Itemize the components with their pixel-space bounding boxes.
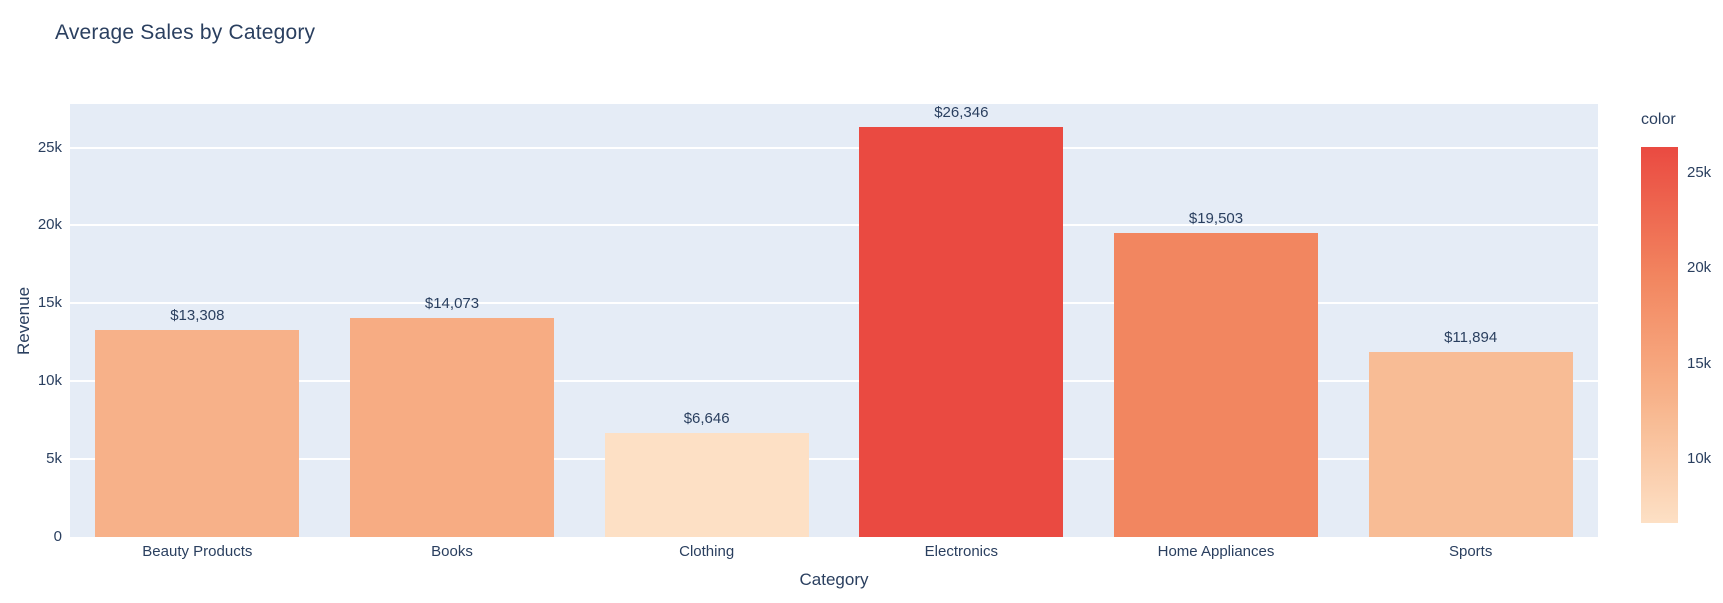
y-gridline-15k	[70, 302, 1598, 305]
bar-books[interactable]	[350, 317, 554, 537]
y-gridline-20k	[70, 224, 1598, 227]
bar-value-label-home-appliances: $19,503	[1188, 210, 1244, 228]
x-tick-label-sports: Sports	[1448, 543, 1493, 560]
plot-area[interactable]	[70, 104, 1598, 537]
colorbar-tick-label: 25k	[1687, 163, 1712, 181]
bar-beauty-products[interactable]	[95, 329, 300, 537]
colorbar-tick-label: 20k	[1687, 259, 1712, 277]
colorbar-title: color	[1641, 111, 1676, 128]
bar-value-label-clothing: $6,646	[683, 410, 730, 428]
y-tick-label: 20k	[37, 216, 62, 234]
x-tick-label-electronics: Electronics	[924, 543, 998, 560]
colorbar-tick-label: 10k	[1687, 449, 1712, 467]
bar-value-label-sports: $11,894	[1444, 328, 1498, 346]
chart-title: Average Sales by Category	[55, 21, 316, 44]
colorbar-gradient[interactable]	[1641, 147, 1678, 523]
x-tick-label-beauty-products: Beauty Products	[142, 543, 253, 560]
x-tick-label-home-appliances: Home Appliances	[1157, 543, 1275, 560]
y-tick-label: 10k	[37, 372, 62, 390]
bar-value-label-beauty-products: $13,308	[170, 306, 225, 324]
y-tick-label: 25k	[37, 138, 62, 156]
colorbar-tick-label: 15k	[1687, 354, 1712, 372]
y-gridline-25k	[70, 146, 1598, 149]
y-tick-label: 0	[53, 528, 62, 545]
y-tick-label: 15k	[37, 294, 62, 312]
bar-electronics[interactable]	[859, 126, 1064, 537]
x-tick-label-clothing: Clothing	[679, 543, 735, 560]
y-tick-label: 5k	[46, 450, 62, 468]
y-gridline-5k	[70, 458, 1598, 461]
x-axis-title: Category	[799, 570, 869, 589]
y-gridline-10k	[70, 380, 1598, 383]
bar-home-appliances[interactable]	[1114, 233, 1318, 537]
bar-value-label-books: $14,073	[424, 294, 480, 312]
bar-sports[interactable]	[1368, 351, 1573, 537]
bar-clothing[interactable]	[604, 433, 809, 537]
x-tick-label-books: Books	[431, 543, 473, 560]
bar-value-label-electronics: $26,346	[934, 103, 989, 121]
